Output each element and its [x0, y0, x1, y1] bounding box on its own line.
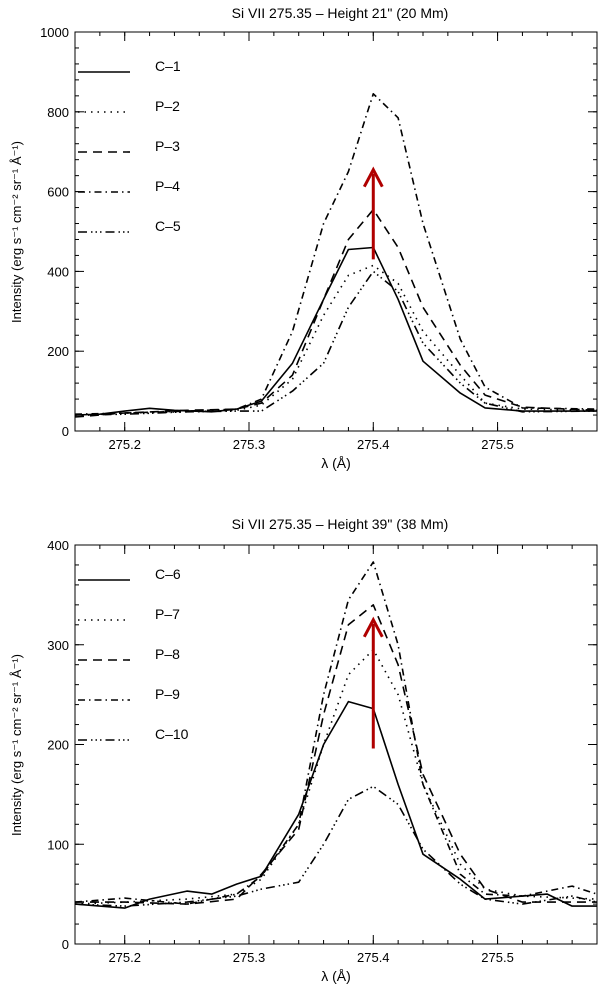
- x-tick-label: 275.3: [233, 437, 266, 452]
- legend-label: P–3: [155, 138, 180, 154]
- x-axis-label: λ (Å): [321, 455, 351, 471]
- legend-label: C–5: [155, 218, 181, 234]
- chart-title: Si VII 275.35 – Height 21" (20 Mm): [232, 5, 449, 21]
- y-tick-label: 200: [47, 344, 69, 359]
- legend: C–1 P–2 P–3 P–4 C–5: [78, 58, 181, 234]
- x-tick-label: 275.5: [481, 437, 514, 452]
- legend: C–6 P–7 P–8 P–9 C–10: [78, 566, 189, 742]
- chart-title: Si VII 275.35 – Height 39" (38 Mm): [232, 516, 449, 532]
- y-axis-label: Intensity (erg s⁻¹ cm⁻² sr⁻¹ Å⁻¹): [9, 141, 24, 323]
- legend-label: C–1: [155, 58, 181, 74]
- x-axis-label: λ (Å): [321, 968, 351, 984]
- series-line-3: [75, 604, 597, 905]
- axis-ticks: 275.2 275.3 275.4 275.5 0 100 200 300 400: [47, 538, 598, 965]
- y-tick-label: 1000: [40, 25, 69, 40]
- arrow-annotation: [362, 166, 384, 260]
- x-tick-label: 275.3: [233, 950, 266, 965]
- y-tick-label: 600: [47, 185, 69, 200]
- x-tick-label: 275.5: [481, 950, 514, 965]
- series-line-2: [74, 648, 598, 905]
- y-tick-label: 300: [47, 638, 69, 653]
- y-tick-label: 200: [47, 738, 69, 753]
- series-line-2: [74, 264, 598, 417]
- axis-ticks: 275.2 275.3 275.4 275.5 0 200 400 600 800 1000: [40, 25, 598, 452]
- chart-panel-top: Si VII 275.35 – Height 21" (20 Mm) Inten…: [9, 5, 598, 471]
- legend-label: C–10: [155, 726, 189, 742]
- arrow-head: [362, 616, 384, 638]
- chart-panel-bottom: Si VII 275.35 – Height 39" (38 Mm) Inten…: [9, 516, 598, 984]
- plot-frame: [74, 31, 598, 432]
- series-line-1: [74, 700, 597, 909]
- y-tick-label: 400: [47, 264, 69, 279]
- legend-label: P–9: [155, 686, 180, 702]
- arrow-annotation: [362, 616, 384, 749]
- legend-label: P–4: [155, 178, 180, 194]
- series-line-5: [74, 785, 598, 907]
- series-line-3: [74, 208, 598, 418]
- series-group: [74, 93, 598, 418]
- series-line-5: [74, 270, 598, 416]
- x-tick-label: 275.2: [108, 950, 141, 965]
- y-axis-label: Intensity (erg s⁻¹ cm⁻² sr⁻¹ Å⁻¹): [9, 654, 24, 836]
- x-tick-label: 275.4: [357, 950, 390, 965]
- y-tick-label: 0: [62, 424, 69, 439]
- x-tick-label: 275.4: [357, 437, 390, 452]
- legend-label: P–7: [155, 606, 180, 622]
- legend-label: P–8: [155, 646, 180, 662]
- x-tick-label: 275.2: [108, 437, 141, 452]
- series-line-4: [74, 561, 598, 905]
- series-line-1: [74, 246, 597, 416]
- series-line-4: [74, 93, 598, 415]
- series-group: [74, 561, 598, 909]
- y-tick-label: 0: [62, 937, 69, 952]
- legend-label: C–6: [155, 566, 181, 582]
- arrow-head: [362, 166, 384, 188]
- y-tick-label: 100: [47, 837, 69, 852]
- legend-label: P–2: [155, 98, 180, 114]
- y-tick-label: 400: [47, 538, 69, 553]
- y-tick-label: 800: [47, 105, 69, 120]
- plot-frame: [74, 544, 598, 945]
